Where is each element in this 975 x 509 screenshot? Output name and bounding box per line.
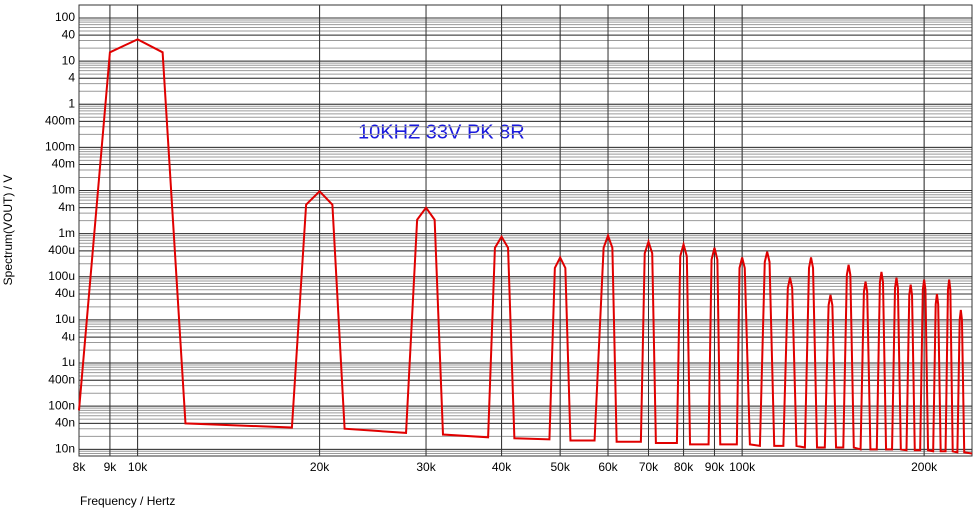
- y-tick-label: 40n: [55, 416, 75, 430]
- x-tick-label: 200k: [911, 460, 938, 474]
- y-tick-label: 4: [68, 70, 75, 84]
- x-tick-label: 30k: [416, 460, 436, 474]
- x-tick-label: 8k: [73, 460, 87, 474]
- y-tick-label: 100m: [45, 140, 75, 154]
- y-tick-label: 400n: [48, 372, 75, 386]
- x-tick-label: 20k: [310, 460, 330, 474]
- y-tick-label: 1u: [62, 355, 75, 369]
- y-tick-label: 40m: [52, 157, 75, 171]
- annotation: 10KHZ 33V PK 8R: [358, 121, 525, 143]
- x-tick-label: 90k: [705, 460, 725, 474]
- x-tick-label: 70k: [639, 460, 659, 474]
- y-axis-label: Spectrum(VOUT) / V: [1, 175, 15, 286]
- y-tick-label: 100u: [48, 269, 75, 283]
- y-tick-label: 400u: [48, 243, 75, 257]
- y-tick-label: 4u: [62, 329, 75, 343]
- x-tick-label: 80k: [674, 460, 694, 474]
- x-tick-label: 10k: [128, 460, 148, 474]
- x-tick-label: 9k: [104, 460, 118, 474]
- plot-frame: [78, 4, 973, 457]
- x-tick-label: 100k: [729, 460, 756, 474]
- y-tick-label: 1m: [58, 226, 75, 240]
- y-tick-label: 100: [55, 10, 75, 24]
- y-tick-label: 10m: [52, 183, 75, 197]
- y-tick-label: 100n: [48, 398, 75, 412]
- y-tick-label: 10: [62, 53, 76, 67]
- y-tick-label: 1: [68, 96, 75, 110]
- spectrum-line: [78, 38, 973, 455]
- x-tick-label: 40k: [492, 460, 512, 474]
- y-tick-label: 4m: [58, 200, 75, 214]
- y-tick-label: 400m: [45, 114, 75, 128]
- x-tick-label: 50k: [550, 460, 570, 474]
- x-tick-label: 60k: [598, 460, 618, 474]
- y-tick-label: 10n: [55, 441, 75, 455]
- x-axis-label: Frequency / Hertz: [80, 494, 175, 508]
- y-tick-label: 40u: [55, 286, 75, 300]
- y-tick-label: 10u: [55, 312, 75, 326]
- y-tick-label: 40: [62, 27, 76, 41]
